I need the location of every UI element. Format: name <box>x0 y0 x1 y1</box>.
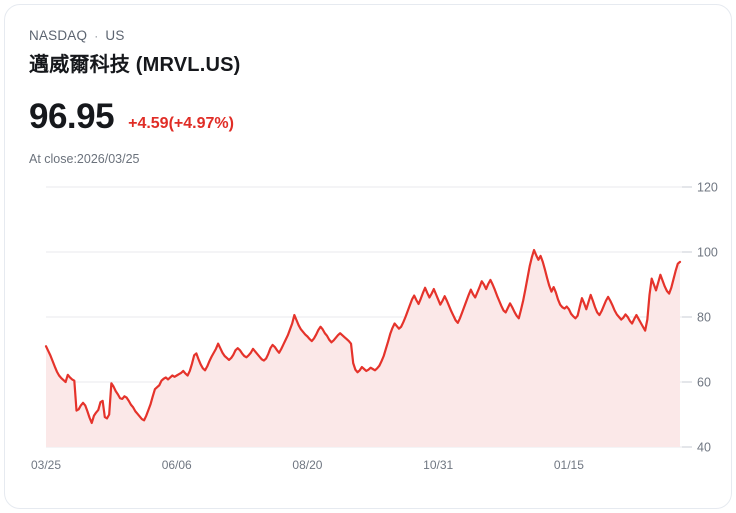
y-tick-label: 60 <box>697 376 711 390</box>
y-tick-label: 80 <box>697 311 711 325</box>
current-price: 96.95 <box>29 97 115 136</box>
exchange-name: NASDAQ <box>29 28 88 43</box>
y-tick-label: 100 <box>697 246 718 260</box>
price-chart-svg[interactable]: 40 60 80 100 120 03/25 06/06 08/20 10/31 01/15 <box>5 165 732 509</box>
exchange-row: NASDAQ · US <box>29 27 707 45</box>
region-label: US <box>105 28 125 43</box>
x-tick-label: 06/06 <box>162 458 192 472</box>
y-tick-label: 120 <box>697 181 718 195</box>
quote-header: NASDAQ · US 邁威爾科技 (MRVL.US) 96.95 +4.59(… <box>5 5 731 168</box>
stock-quote-card: NASDAQ · US 邁威爾科技 (MRVL.US) 96.95 +4.59(… <box>4 4 732 509</box>
x-tick-label: 03/25 <box>31 458 61 472</box>
x-tick-label: 08/20 <box>292 458 322 472</box>
price-line <box>44 248 682 425</box>
price-chart[interactable]: 40 60 80 100 120 03/25 06/06 08/20 10/31 01/15 <box>5 165 732 509</box>
x-tick-label: 10/31 <box>423 458 453 472</box>
price-row: 96.95 +4.59(+4.97%) <box>29 97 707 137</box>
x-axis-labels: 03/25 06/06 08/20 10/31 01/15 <box>31 458 584 472</box>
price-change: +4.59(+4.97%) <box>128 115 234 132</box>
x-tick-label: 01/15 <box>554 458 584 472</box>
separator-dot: · <box>94 29 99 43</box>
page-title: 邁威爾科技 (MRVL.US) <box>29 54 241 76</box>
market-status-note: At close:2026/03/25 <box>29 152 140 166</box>
price-area-fill <box>46 250 680 447</box>
y-tick-label: 40 <box>697 441 711 455</box>
y-axis-labels: 40 60 80 100 120 <box>682 181 718 455</box>
